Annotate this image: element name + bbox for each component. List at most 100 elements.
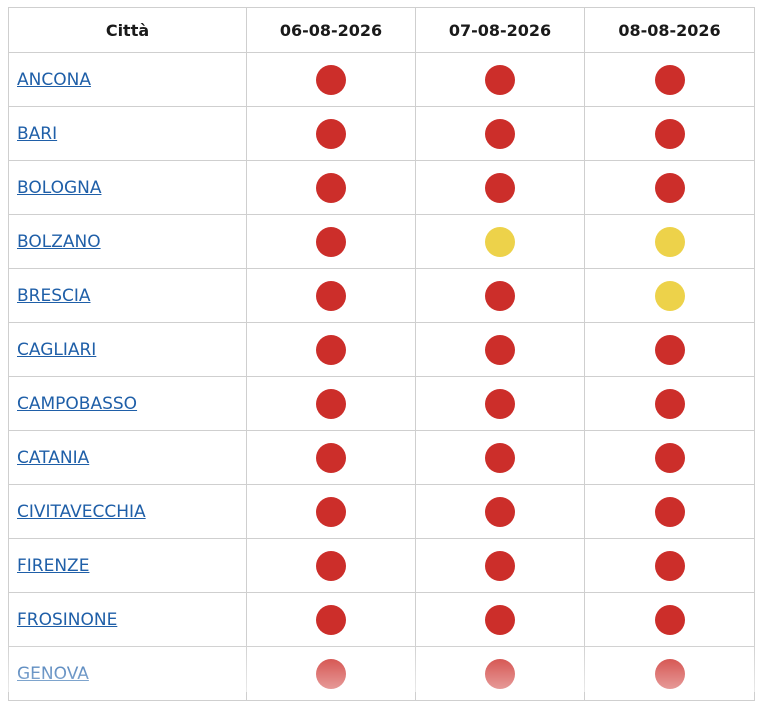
- level-cell: [415, 430, 585, 485]
- table-row: GENOVA: [8, 646, 755, 701]
- level-cell: [415, 484, 585, 539]
- level-cell: [584, 430, 755, 485]
- alert-level-red-dot-icon: [654, 388, 685, 419]
- alert-level-red-dot-icon: [654, 64, 685, 95]
- alert-level-red-dot-icon: [485, 658, 515, 689]
- level-cell: [415, 52, 585, 107]
- column-header-city: Città: [8, 7, 247, 53]
- city-cell: BOLZANO: [8, 214, 247, 269]
- level-cell: [415, 592, 585, 647]
- city-cell: ANCONA: [8, 52, 247, 107]
- level-cell: [415, 646, 585, 701]
- level-cell: [584, 592, 755, 647]
- table-row: BRESCIA: [8, 268, 755, 323]
- forecast-table-container: Città 06-08-2026 07-08-2026 08-08-2026 A…: [8, 7, 755, 701]
- city-cell: GENOVA: [8, 646, 247, 701]
- level-cell: [246, 484, 416, 539]
- table-row: CIVITAVECCHIA: [8, 484, 755, 539]
- alert-level-red-dot-icon: [316, 442, 346, 473]
- level-cell: [246, 160, 416, 215]
- level-cell: [584, 52, 755, 107]
- alert-level-red-dot-icon: [654, 172, 685, 203]
- level-cell: [584, 214, 755, 269]
- city-cell: BOLOGNA: [8, 160, 247, 215]
- level-cell: [415, 214, 585, 269]
- level-cell: [584, 538, 755, 593]
- table-header-row: Città 06-08-2026 07-08-2026 08-08-2026: [8, 7, 755, 53]
- city-link[interactable]: FIRENZE: [17, 555, 90, 576]
- city-cell: CATANIA: [8, 430, 247, 485]
- table-row: CATANIA: [8, 430, 755, 485]
- city-cell: CIVITAVECCHIA: [8, 484, 247, 539]
- level-cell: [246, 268, 416, 323]
- level-cell: [246, 592, 416, 647]
- table-row: BARI: [8, 106, 755, 161]
- city-link[interactable]: CATANIA: [17, 447, 90, 468]
- alert-level-red-dot-icon: [316, 496, 346, 527]
- alert-level-red-dot-icon: [485, 280, 515, 311]
- level-cell: [584, 376, 755, 431]
- table-row: BOLZANO: [8, 214, 755, 269]
- table-row: FROSINONE: [8, 592, 755, 647]
- alert-level-red-dot-icon: [316, 334, 346, 365]
- city-cell: FROSINONE: [8, 592, 247, 647]
- city-link[interactable]: CIVITAVECCHIA: [17, 501, 146, 522]
- alert-level-red-dot-icon: [485, 496, 515, 527]
- city-cell: CAGLIARI: [8, 322, 247, 377]
- level-cell: [584, 106, 755, 161]
- alert-level-red-dot-icon: [654, 658, 685, 689]
- alert-level-yellow-dot-icon: [654, 280, 685, 311]
- alert-level-red-dot-icon: [654, 334, 685, 365]
- level-cell: [246, 322, 416, 377]
- level-cell: [584, 322, 755, 377]
- city-link[interactable]: BRESCIA: [17, 285, 91, 306]
- city-link[interactable]: BOLOGNA: [17, 177, 102, 198]
- alert-level-red-dot-icon: [316, 118, 346, 149]
- city-cell: CAMPOBASSO: [8, 376, 247, 431]
- level-cell: [246, 646, 416, 701]
- city-link[interactable]: CAGLIARI: [17, 339, 97, 360]
- level-cell: [246, 52, 416, 107]
- alert-level-red-dot-icon: [485, 118, 515, 149]
- city-link[interactable]: FROSINONE: [17, 609, 118, 630]
- level-cell: [584, 268, 755, 323]
- alert-level-red-dot-icon: [316, 280, 346, 311]
- level-cell: [415, 160, 585, 215]
- alert-level-red-dot-icon: [485, 334, 515, 365]
- table-row: ANCONA: [8, 52, 755, 107]
- alert-level-red-dot-icon: [485, 604, 515, 635]
- alert-level-red-dot-icon: [316, 604, 346, 635]
- column-header-date-1: 06-08-2026: [246, 7, 416, 53]
- city-link[interactable]: BOLZANO: [17, 231, 101, 252]
- city-link[interactable]: CAMPOBASSO: [17, 393, 138, 414]
- column-header-date-2: 07-08-2026: [415, 7, 585, 53]
- alert-level-red-dot-icon: [654, 118, 685, 149]
- alert-level-red-dot-icon: [485, 172, 515, 203]
- alert-level-red-dot-icon: [316, 226, 346, 257]
- level-cell: [415, 268, 585, 323]
- alert-level-red-dot-icon: [654, 496, 685, 527]
- table-row: BOLOGNA: [8, 160, 755, 215]
- alert-level-red-dot-icon: [485, 550, 515, 581]
- level-cell: [415, 322, 585, 377]
- level-cell: [415, 106, 585, 161]
- level-cell: [246, 538, 416, 593]
- city-cell: BRESCIA: [8, 268, 247, 323]
- alert-level-red-dot-icon: [654, 442, 685, 473]
- level-cell: [246, 214, 416, 269]
- alert-level-red-dot-icon: [316, 64, 346, 95]
- table-row: CAMPOBASSO: [8, 376, 755, 431]
- city-link[interactable]: BARI: [17, 123, 58, 144]
- forecast-table: Città 06-08-2026 07-08-2026 08-08-2026 A…: [8, 7, 755, 701]
- alert-level-red-dot-icon: [316, 658, 346, 689]
- alert-level-red-dot-icon: [316, 172, 346, 203]
- level-cell: [584, 160, 755, 215]
- alert-level-red-dot-icon: [316, 550, 346, 581]
- table-row: FIRENZE: [8, 538, 755, 593]
- city-cell: FIRENZE: [8, 538, 247, 593]
- city-link[interactable]: ANCONA: [17, 69, 91, 90]
- level-cell: [246, 106, 416, 161]
- level-cell: [246, 430, 416, 485]
- level-cell: [584, 646, 755, 701]
- city-link[interactable]: GENOVA: [17, 663, 89, 684]
